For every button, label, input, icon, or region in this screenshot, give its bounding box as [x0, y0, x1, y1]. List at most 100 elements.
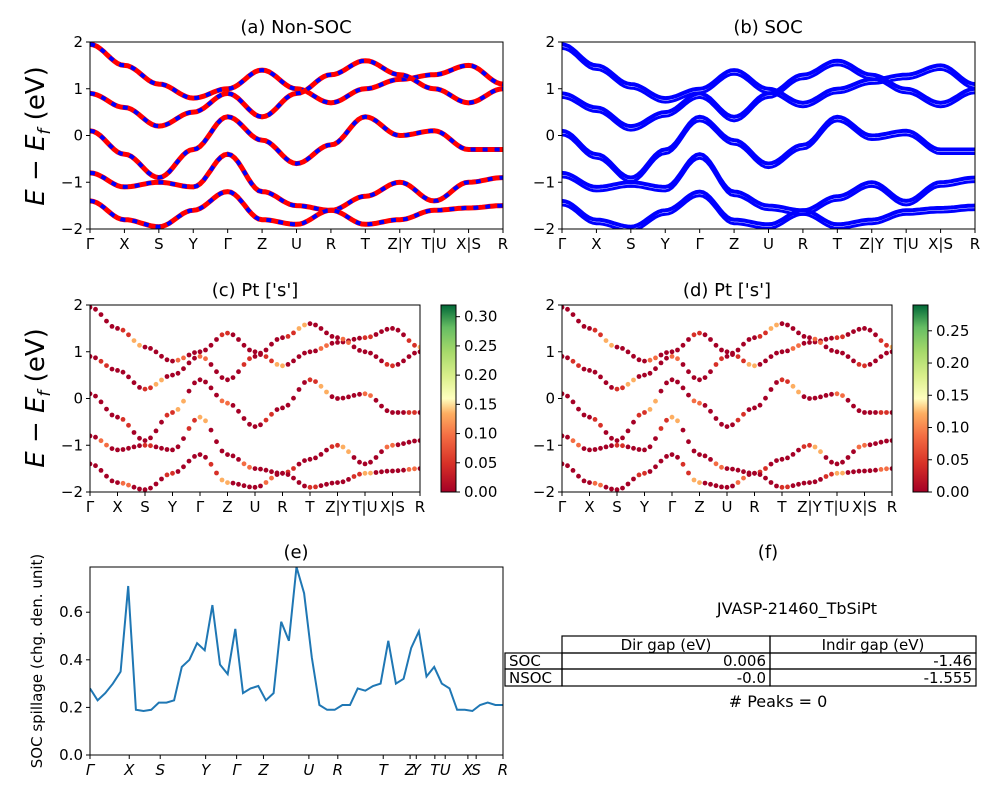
panel-d-band-point [812, 336, 818, 342]
panel-d-band-point [741, 358, 746, 364]
panel-c-band-point [307, 321, 313, 327]
panel-c-band-point [307, 456, 313, 462]
colorbar-d-tick-label: 0.25 [936, 322, 969, 340]
panel-d-band-point [587, 480, 592, 485]
panel-d-band-point [840, 393, 845, 398]
panel-d-band-point [609, 385, 614, 390]
panel-d-band-point [702, 480, 708, 486]
panel-c-band-point [368, 393, 373, 398]
panel-c-band-point [186, 426, 192, 431]
panel-c-band-point [362, 335, 368, 341]
panel-e-ytick-label: 0.6 [59, 603, 83, 621]
colorbar-c-tick-label: 0.05 [464, 454, 497, 472]
panel-d-xtick-label: Y [639, 498, 650, 516]
panel-c-band-point [280, 405, 285, 411]
panel-c-band-point [241, 483, 247, 489]
panel-c-band-point [296, 461, 302, 467]
panel-d-band-point [730, 352, 735, 357]
panel-c-band-point [90, 433, 93, 439]
panel-d-band-point [834, 335, 840, 341]
panel-d-band-point [620, 435, 625, 441]
panel-c-band-point [384, 326, 390, 332]
panel-a-xtick-label: X [119, 235, 129, 253]
panel-c-band-point [263, 354, 269, 359]
panel-c-band-point [291, 358, 296, 364]
colorbar-d-ticks: 0.00 0.05 0.10 0.15 0.20 0.25 [928, 322, 969, 501]
panel-c-band-point [203, 454, 208, 460]
panel-d-band-point [829, 348, 834, 353]
panel-d-band-point [763, 395, 768, 401]
panel-c-band-point [175, 469, 181, 474]
panel-c-band-point [412, 350, 417, 356]
panel-e-line-layer [90, 567, 503, 713]
panel-c-band-point [247, 356, 252, 362]
panel-a-xtick-label: Y [188, 235, 199, 253]
panel-b-band-line [562, 114, 975, 180]
panel-d-band-point [664, 355, 669, 361]
panel-c-band-point [390, 468, 395, 474]
panel-c-band-point [318, 326, 324, 331]
panel-c-band-point [104, 442, 109, 448]
panel-a-ytick-label: 0 [73, 127, 83, 145]
panel-d-band-point [562, 461, 565, 467]
panel-c-band-point [241, 342, 247, 348]
panel-c-band-point [90, 354, 93, 359]
panel-d-band-point [620, 385, 625, 391]
panel-d-band-point [680, 385, 686, 391]
panel-c-band-point [335, 340, 340, 345]
panel-c-band-point [252, 466, 258, 471]
panel-c-band-point [362, 470, 368, 476]
panel-e-xtick-label: T [379, 761, 390, 779]
panel-c-band-point [329, 340, 335, 346]
panel-c-band-point [357, 348, 362, 353]
panel-d-band-point [614, 438, 620, 443]
panel-c-band-point [324, 343, 329, 348]
panel-c-band-point [384, 408, 390, 414]
panel-d-band-point [697, 330, 702, 336]
spillage-line [90, 567, 503, 713]
panel-d-band-point [587, 326, 592, 331]
panel-d-points [562, 305, 892, 492]
panel-b-xtick-label: S [626, 235, 636, 253]
panel-d-band-point [724, 484, 730, 490]
panel-c-band-point [142, 487, 148, 492]
panel-c-band-point [170, 447, 175, 453]
panel-c-xtick-label: Γ [86, 498, 95, 516]
panel-c-xtick-label: Y [167, 498, 178, 516]
panel-c-band-point [115, 480, 120, 485]
panel-d-band-point [680, 342, 686, 348]
panel-c-band-point [93, 393, 98, 399]
colorbar-d-tick-label: 0.05 [936, 451, 969, 469]
panel-a-xtick-label: T|U [421, 235, 447, 253]
panel-c-band-point [313, 455, 318, 461]
panel-d-band-point [598, 374, 603, 380]
panel-e-xtick-label: U [440, 761, 451, 779]
panel-c-band-point [175, 444, 181, 450]
panel-c-band-point [368, 334, 373, 340]
panel-d-band-point [669, 377, 675, 383]
panel-c-band-point [291, 475, 296, 481]
panel-c-band-point [203, 418, 208, 424]
panel-c-band-point [291, 466, 296, 471]
panel-c-band-point [318, 483, 324, 489]
panel-c-band-point [269, 469, 274, 475]
panel-d-band-point [785, 379, 790, 384]
panel-d-band-point [625, 444, 631, 450]
panel-a-band-line [90, 42, 503, 106]
panel-c-band-point [351, 474, 357, 479]
panel-d-band-point [603, 430, 609, 435]
panel-d-band-point [823, 336, 829, 342]
panel-d-band-point [562, 391, 565, 397]
panel-d-xtick-label: T|U [823, 498, 849, 516]
panel-d-band-point [807, 396, 812, 401]
panel-d-band-point [812, 479, 818, 485]
panel-d-xtick-label: Z|Y [797, 498, 822, 516]
panel-c-band-point [280, 470, 285, 476]
panel-d-band-point [620, 485, 625, 491]
panel-c-band-point [153, 444, 159, 450]
panel-b-xtick-label: Γ [558, 235, 567, 253]
panel-c-band-point [302, 380, 307, 385]
panel-c-band-point [302, 322, 307, 328]
panel-c-band-point [175, 370, 181, 376]
panel-d-band-point [796, 447, 801, 453]
